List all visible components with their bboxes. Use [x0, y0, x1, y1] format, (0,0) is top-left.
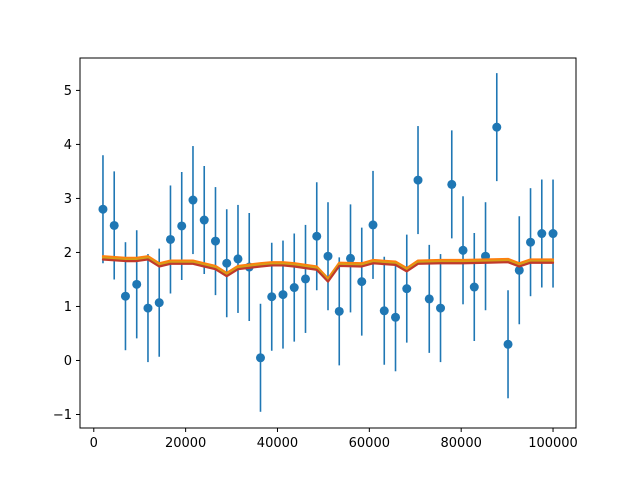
data-point [165, 234, 175, 244]
y-tick-label: 0 [64, 354, 72, 369]
data-point [391, 312, 401, 322]
data-point [188, 195, 198, 205]
data-point [143, 303, 153, 313]
y-tick-label: 5 [64, 84, 72, 99]
model-line-1 [101, 255, 555, 280]
y-axis: −1 0 1 2 3 4 5 [53, 84, 80, 423]
y-tick-label: 3 [64, 192, 72, 207]
data-point [447, 179, 457, 189]
data-point [109, 220, 119, 230]
data-point [222, 258, 232, 268]
data-point [233, 254, 243, 264]
y-tick-label: 4 [64, 138, 72, 153]
data-point [413, 175, 423, 185]
data-point [255, 353, 265, 363]
data-point [98, 204, 108, 214]
data-point [346, 253, 356, 263]
x-axis: 0 20000 40000 60000 80000 100000 [90, 428, 578, 451]
data-point [514, 265, 524, 275]
data-point [210, 236, 220, 246]
data-point [323, 251, 333, 261]
y-tick-label: 2 [64, 246, 72, 261]
data-point [312, 231, 322, 241]
data-point [503, 339, 513, 349]
axes-frame [79, 57, 577, 429]
x-tick-label: 80000 [441, 436, 482, 451]
y-tick-label: 1 [64, 300, 72, 315]
data-point [289, 283, 299, 293]
data-point [300, 274, 310, 284]
data-point [132, 279, 142, 289]
data-point [424, 294, 434, 304]
x-tick-label: 60000 [349, 436, 390, 451]
data-point [402, 284, 412, 294]
data-point [492, 122, 502, 132]
plot-area [98, 73, 558, 412]
y-tick-label: −1 [53, 408, 72, 423]
data-point [436, 303, 446, 313]
model-line-3 [101, 258, 555, 283]
data-point [548, 229, 558, 239]
x-tick-label: 40000 [257, 436, 298, 451]
data-point [526, 237, 536, 247]
data-point [334, 306, 344, 316]
data-point [368, 220, 378, 230]
data-point [379, 306, 389, 316]
data-point [267, 292, 277, 302]
data-point [537, 229, 547, 239]
model-line-2 [101, 256, 555, 282]
data-point [469, 282, 479, 292]
x-tick-label: 20000 [165, 436, 206, 451]
data-point [278, 290, 288, 300]
data-point [177, 221, 187, 231]
data-point [154, 298, 164, 308]
data-point [357, 277, 367, 287]
data-point [458, 245, 468, 255]
data-point [199, 215, 209, 225]
data-point [120, 291, 130, 301]
x-tick-label: 0 [90, 436, 98, 451]
x-tick-label: 100000 [528, 436, 578, 451]
